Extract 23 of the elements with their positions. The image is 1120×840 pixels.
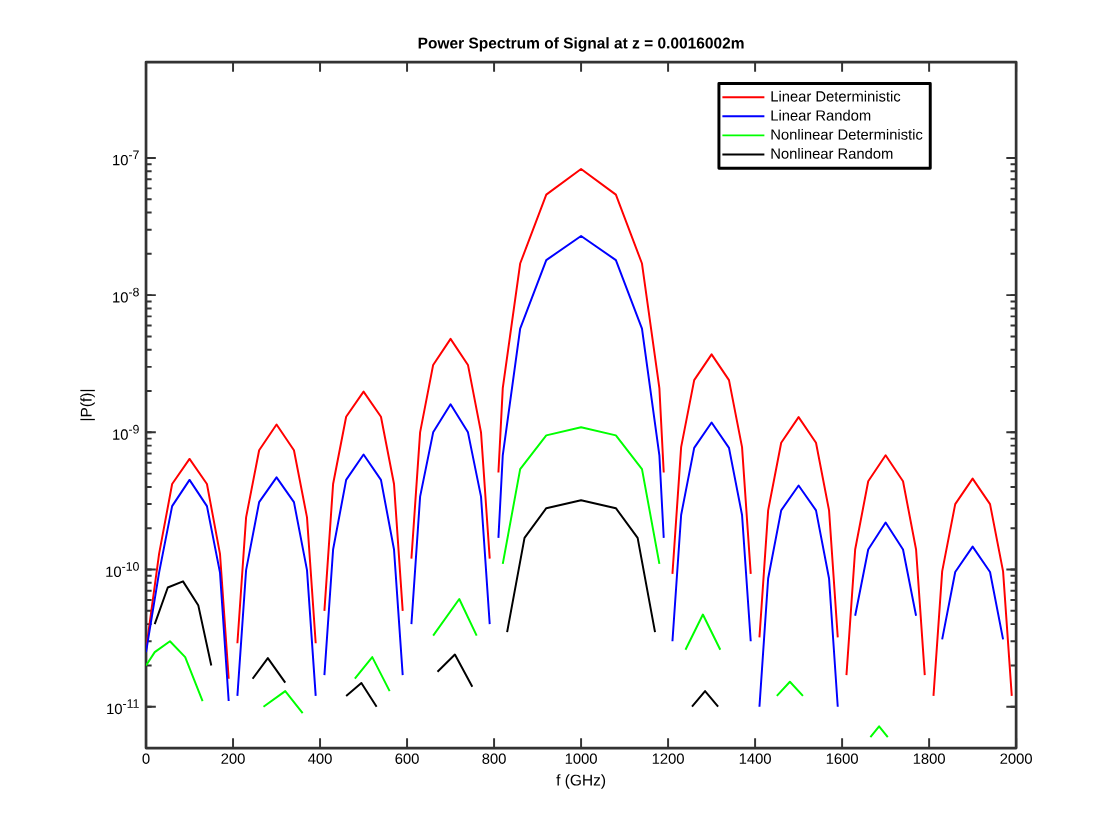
y-axis-title: |P(f)| — [80, 389, 95, 421]
x-tick-label: 800 — [482, 753, 506, 764]
y-tick-label: 10$^{-8}$ — [113, 287, 139, 303]
y-tick-label: 10$^{-10}$ — [106, 562, 139, 578]
y-tick-label: 10$^{-7}$ — [113, 150, 139, 166]
y-tick-label: 10$^{-11}$ — [107, 699, 139, 715]
x-tick-label: 0 — [142, 753, 150, 764]
legend-label: Linear Random — [771, 109, 871, 121]
x-tick-label: 1400 — [739, 753, 771, 764]
x-tick-label: 1800 — [913, 753, 945, 764]
x-tick-label: 2000 — [1000, 753, 1032, 764]
x-tick-label: 1200 — [652, 753, 684, 764]
x-tick-label: 200 — [221, 753, 245, 764]
legend-label: Nonlinear Deterministic — [771, 128, 923, 140]
x-tick-label: 600 — [395, 753, 419, 764]
legend-label: Nonlinear Random — [771, 147, 893, 159]
chart-title: Power Spectrum of Signal at z = 0.0016002m — [418, 37, 744, 52]
x-tick-label: 1000 — [565, 753, 597, 764]
x-tick-label: 1600 — [826, 753, 858, 764]
x-tick-label: 400 — [308, 753, 332, 764]
y-tick-label: 10$^{-9}$ — [113, 424, 139, 440]
x-axis-title: f (GHz) — [556, 774, 606, 789]
legend-label: Linear Deterministic — [771, 90, 901, 102]
